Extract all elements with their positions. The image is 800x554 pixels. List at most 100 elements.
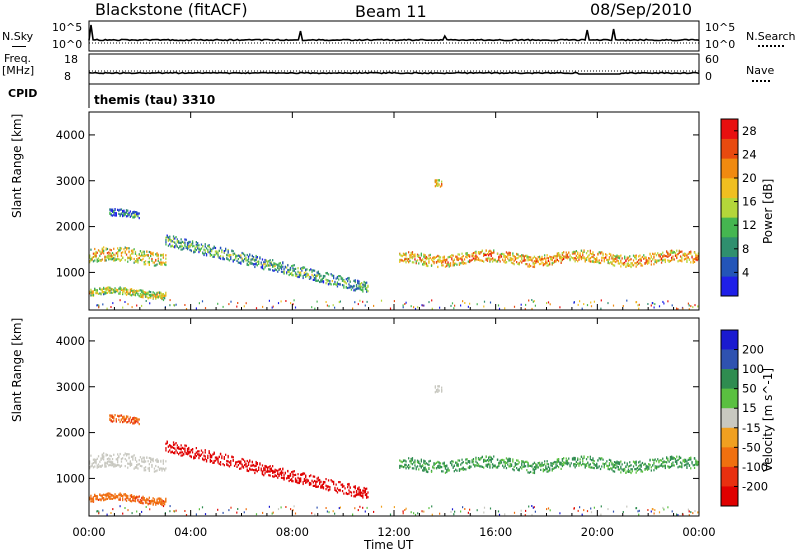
- power-cell: [544, 254, 546, 257]
- velocity-cell: [367, 491, 369, 494]
- velocity-cell: [105, 495, 107, 498]
- velocity-cell: [574, 466, 576, 469]
- velocity-cell: [537, 466, 539, 469]
- power-cell: [160, 296, 162, 299]
- velocity-cell: [288, 479, 290, 483]
- power-cell: [593, 257, 595, 260]
- power-cell: [655, 254, 658, 257]
- power-cell: [598, 261, 600, 265]
- power-cell: [170, 240, 172, 243]
- velocity-cell: [129, 464, 131, 467]
- velocity-cell: [94, 465, 96, 468]
- power-cell: [203, 248, 205, 251]
- velocity-cell: [310, 474, 312, 477]
- velocity-cell: [366, 496, 368, 499]
- power-cell: [141, 293, 143, 296]
- power-cell: [671, 249, 673, 252]
- power-cell: [143, 263, 145, 266]
- velocity-cell: [183, 453, 185, 456]
- power-cell: [507, 252, 509, 255]
- power-cell: [181, 245, 184, 248]
- velocity-cell: [129, 461, 131, 464]
- power-cell: [130, 289, 133, 292]
- velocity-cell: [240, 467, 242, 470]
- power-cell: [687, 256, 689, 259]
- power-cell: [373, 304, 375, 307]
- power-cell: [411, 257, 414, 260]
- power-cell: [293, 268, 295, 271]
- velocity-cell: [338, 481, 340, 484]
- velocity-cell: [606, 464, 608, 467]
- velocity-cell: [162, 462, 164, 465]
- velocity-cell: [678, 455, 680, 458]
- power-cell: [352, 307, 354, 310]
- power-cell: [207, 244, 209, 247]
- power-cell: [162, 299, 165, 302]
- power-cell: [273, 262, 275, 265]
- velocity-cell: [533, 466, 536, 469]
- velocity-cell: [653, 512, 655, 515]
- power-cell: [475, 252, 477, 255]
- power-cell: [148, 263, 150, 266]
- power-cell: [127, 257, 129, 260]
- velocity-cell: [508, 465, 510, 468]
- velocity-cell: [411, 457, 414, 460]
- power-cell: [99, 292, 101, 295]
- power-cell: [272, 269, 274, 272]
- velocity-cell: [599, 467, 602, 471]
- velocity-cell: [612, 510, 615, 513]
- velocity-cell: [268, 505, 270, 508]
- velocity-cell: [573, 507, 575, 510]
- power-cell: [230, 256, 232, 259]
- power-cell: [490, 250, 492, 253]
- power-cell: [566, 255, 569, 258]
- power-cell: [528, 258, 530, 261]
- velocity-cell: [544, 460, 546, 463]
- velocity-cell: [99, 465, 101, 468]
- velocity-cell: [194, 452, 196, 456]
- power-cell: [438, 179, 440, 182]
- power-cell: [341, 284, 344, 287]
- power-cell: [424, 257, 426, 260]
- velocity-cell: [410, 462, 412, 465]
- power-cell: [437, 260, 439, 263]
- power-cell: [608, 252, 611, 255]
- power-cell: [475, 258, 477, 261]
- power-cell: [565, 254, 567, 257]
- velocity-cell: [237, 464, 239, 467]
- power-cell: [438, 183, 440, 186]
- power-cell: [217, 251, 219, 254]
- power-cell: [179, 245, 181, 248]
- velocity-cell: [366, 487, 368, 490]
- velocity-cell: [195, 451, 197, 454]
- velocity-cell: [475, 460, 477, 463]
- power-cell: [347, 280, 349, 283]
- velocity-cell: [148, 469, 150, 472]
- power-cell: [104, 292, 106, 295]
- velocity-cell: [669, 455, 672, 459]
- power-cell: [165, 257, 167, 260]
- velocity-cell: [137, 463, 139, 466]
- velocity-cell: [425, 462, 428, 465]
- power-cell: [510, 258, 513, 261]
- power-cell: [361, 288, 363, 292]
- velocity-cell: [111, 414, 114, 417]
- velocity-cell: [509, 459, 511, 463]
- power-cell: [462, 262, 464, 265]
- velocity-cell: [165, 460, 167, 463]
- power-cell: [451, 254, 453, 257]
- power-cell: [663, 255, 665, 258]
- power-cell: [256, 256, 258, 259]
- velocity-cell: [141, 460, 143, 463]
- power-colorbar-tick-label: 4: [742, 265, 749, 279]
- velocity-cell: [139, 499, 142, 502]
- velocity-cell: [307, 479, 309, 482]
- power-cell: [626, 299, 628, 302]
- power-cell: [513, 263, 515, 266]
- power-cell: [204, 249, 206, 252]
- power-cell: [326, 280, 328, 283]
- power-cell: [682, 253, 684, 256]
- power-cell: [205, 247, 208, 250]
- power-cell: [592, 251, 594, 254]
- velocity-cell: [491, 457, 494, 461]
